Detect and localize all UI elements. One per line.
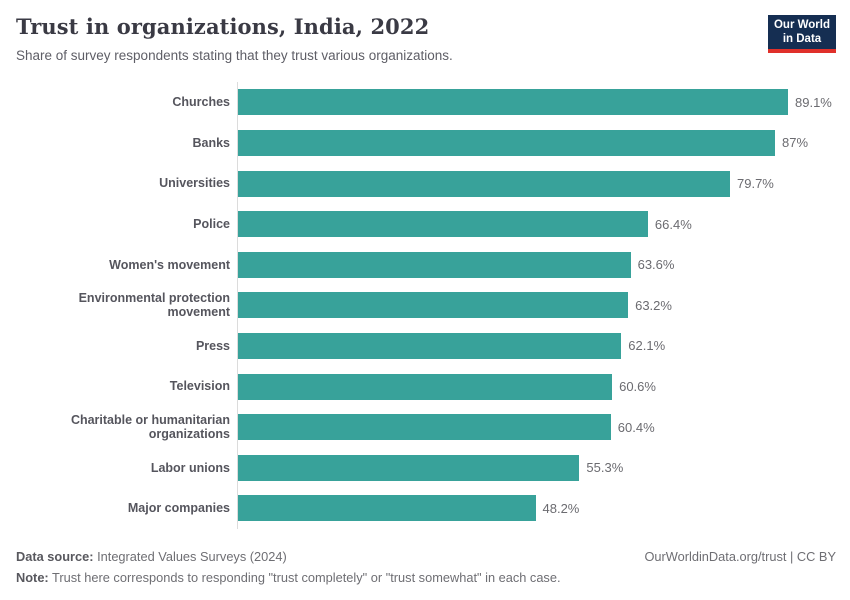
value-label: 79.7%: [737, 176, 774, 192]
chart-title: Trust in organizations, India, 2022: [16, 14, 430, 39]
bar[interactable]: [238, 495, 536, 522]
bar[interactable]: [238, 251, 631, 278]
bar[interactable]: [238, 211, 648, 238]
chart-row: Universities 79.7%: [16, 163, 836, 204]
bar-cell: 87%: [237, 122, 836, 164]
chart-row: Charitable or humanitarian organizations…: [16, 406, 836, 448]
category-label: Press: [195, 338, 230, 353]
value-label: 87%: [782, 135, 809, 151]
bar-cell: 48.2%: [237, 488, 836, 529]
footer-row-note: Note: Trust here corresponds to respondi…: [16, 568, 836, 588]
bar[interactable]: [238, 332, 622, 359]
chart-row: Television 60.6%: [16, 366, 836, 407]
category-label: Women's movement: [109, 257, 230, 272]
bar-cell: 63.2%: [237, 285, 836, 326]
value-label: 89.1%: [795, 94, 832, 110]
value-label: 55.3%: [586, 460, 624, 476]
owid-logo-text-line2: in Data: [782, 32, 822, 45]
bar[interactable]: [238, 414, 611, 441]
bar[interactable]: [238, 454, 580, 481]
category-label: Television: [169, 379, 230, 394]
note-text: Trust here corresponds to responding "tr…: [48, 569, 561, 585]
category-label: Charitable or humanitarian organizations: [70, 412, 230, 442]
value-label: 63.2%: [635, 297, 672, 313]
data-source-label: Data source:: [16, 549, 94, 565]
bar-cell: 55.3%: [237, 447, 836, 488]
footer-row-source: Data source: Integrated Values Surveys (…: [16, 547, 836, 567]
category-label: Churches: [172, 95, 230, 110]
value-label: 60.6%: [619, 379, 656, 395]
chart-row: Police 66.4%: [16, 203, 836, 245]
bar-cell: 79.7%: [237, 163, 836, 204]
value-label: 66.4%: [654, 216, 692, 232]
data-source-line: Data source: Integrated Values Surveys (…: [16, 547, 287, 567]
bar[interactable]: [238, 373, 613, 400]
category-label: Police: [193, 216, 230, 231]
owid-url-license[interactable]: OurWorldinData.org/trust | CC BY: [644, 549, 836, 565]
bar[interactable]: [238, 170, 730, 197]
bar-chart: Churches 89.1% Banks 87% Universities 79…: [16, 82, 836, 529]
chart-row: Banks 87%: [16, 122, 836, 164]
category-label: Universities: [159, 176, 230, 191]
chart-row: Churches 89.1%: [16, 82, 836, 123]
value-label: 60.4%: [617, 419, 655, 435]
chart-subtitle: Share of survey respondents stating that…: [16, 48, 453, 64]
chart-row: Women's movement 63.6%: [16, 244, 836, 286]
bar-cell: 66.4%: [237, 203, 836, 245]
chart-row: Major companies 48.2%: [16, 488, 836, 529]
owid-logo[interactable]: Our World in Data: [768, 15, 836, 53]
category-label: Labor unions: [150, 460, 230, 475]
bar-cell: 62.1%: [237, 325, 836, 367]
owid-logo-text-line1: Our World: [773, 19, 830, 31]
chart-row: Labor unions 55.3%: [16, 447, 836, 488]
bar[interactable]: [238, 292, 629, 319]
value-label: 63.6%: [637, 257, 675, 273]
value-label: 48.2%: [542, 500, 580, 516]
chart-row: Environmental protection movement 63.2%: [16, 285, 836, 326]
footer: Data source: Integrated Values Surveys (…: [16, 547, 836, 588]
value-label: 62.1%: [628, 338, 666, 354]
note-label: Note:: [16, 569, 49, 585]
bar[interactable]: [238, 129, 775, 156]
category-label: Environmental protection movement: [78, 290, 230, 320]
bar-cell: 60.6%: [237, 366, 836, 407]
bar-cell: 89.1%: [237, 82, 836, 123]
data-source-text: Integrated Values Surveys (2024): [93, 549, 287, 565]
category-label: Major companies: [127, 501, 230, 516]
bar-cell: 63.6%: [237, 244, 836, 286]
header: Trust in organizations, India, 2022 Shar…: [16, 14, 836, 65]
bar-cell: 60.4%: [237, 406, 836, 448]
chart-row: Press 62.1%: [16, 325, 836, 367]
bar[interactable]: [238, 89, 788, 116]
category-label: Banks: [192, 135, 230, 150]
